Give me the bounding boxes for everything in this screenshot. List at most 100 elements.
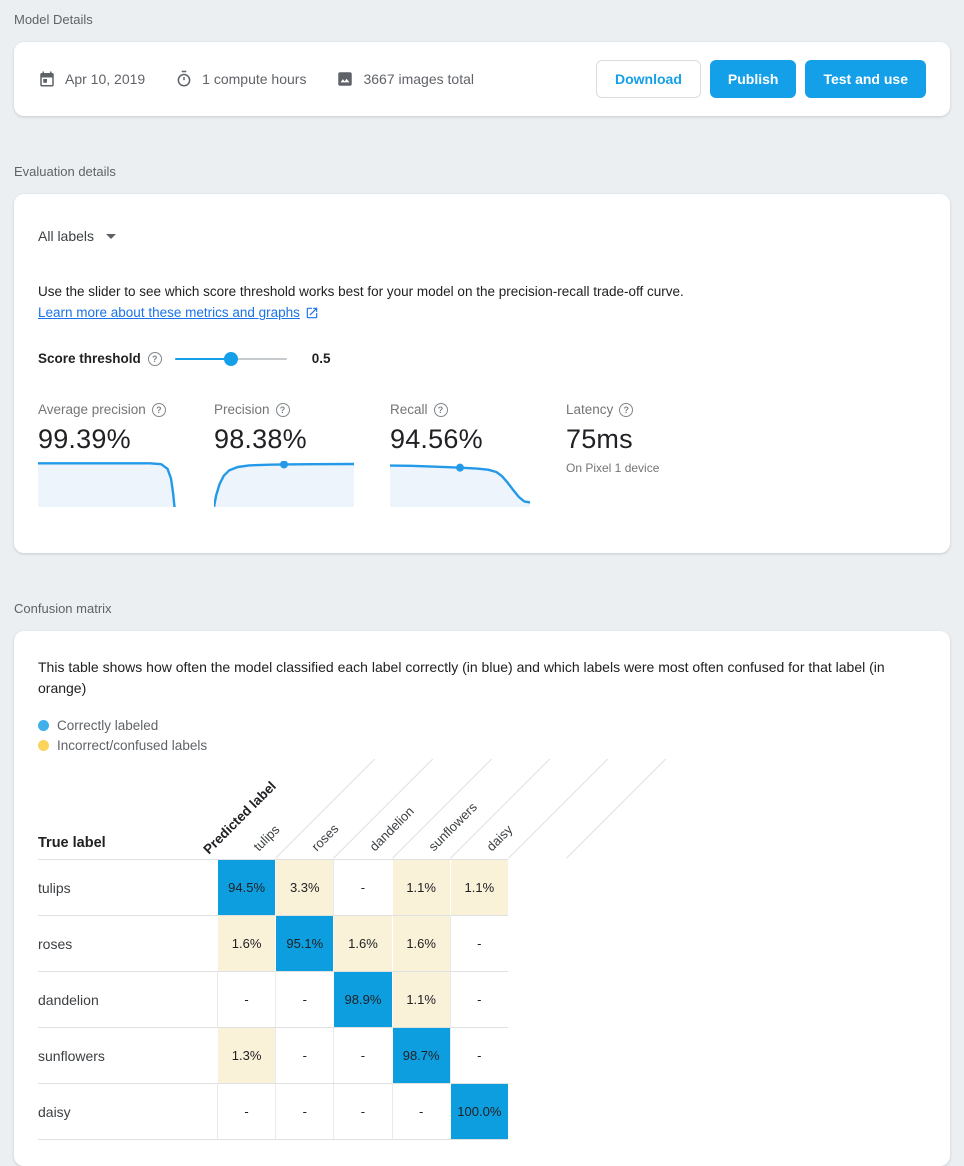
model-details-card: Apr 10, 2019 1 compute hours 3667 images…	[14, 42, 950, 116]
matrix-cell: -	[333, 1028, 391, 1083]
confusion-matrix-title: Confusion matrix	[14, 601, 112, 616]
score-threshold-help-icon[interactable]: ?	[147, 351, 162, 366]
precision-sparkline	[214, 461, 354, 507]
images-total: 3667 images total	[363, 71, 474, 87]
matrix-cell: 1.6%	[217, 916, 276, 971]
created-date-item: Apr 10, 2019	[38, 70, 145, 88]
matrix-cell: 1.6%	[391, 916, 450, 971]
matrix-cell: 94.5%	[217, 860, 276, 915]
average-precision-help-icon[interactable]: ?	[151, 402, 166, 417]
evaluation-card: All labels Use the slider to see which s…	[14, 194, 950, 553]
table-row: tulips 94.5% 3.3% -1.1% 1.1%	[38, 860, 508, 916]
recall-label: Recall	[390, 402, 428, 417]
recall-value: 94.56%	[390, 424, 483, 454]
matrix-cell: -	[275, 1028, 333, 1083]
slider-hint-text: Use the slider to see which score thresh…	[38, 284, 684, 299]
average-precision-label: Average precision	[38, 402, 146, 417]
latency-label: Latency	[566, 402, 614, 417]
average-precision-sparkline	[38, 462, 178, 507]
score-threshold-value: 0.5	[311, 351, 331, 366]
publish-button[interactable]: Publish	[709, 60, 797, 98]
precision-label: Precision	[214, 402, 270, 417]
confusion-matrix-table: tulips 94.5% 3.3% -1.1% 1.1% roses 1.6% 95.1% 1.…	[38, 859, 508, 1140]
confusion-matrix-header: True label Predicted label tulips roses dan…	[38, 759, 926, 859]
created-date: Apr 10, 2019	[65, 71, 146, 87]
metrics-row: Average precision ? 99.39% Precision ? 9…	[38, 402, 926, 507]
matrix-cell: 98.9%	[333, 972, 392, 1027]
latency-note: On Pixel 1 device	[566, 461, 660, 475]
score-threshold-row: Score threshold ? 0.5	[38, 351, 926, 366]
legend-confused-label: Incorrect/confused labels	[57, 737, 208, 753]
metric-average-precision: Average precision ? 99.39%	[38, 402, 214, 507]
true-label-row-header: daisy	[38, 1103, 71, 1120]
matrix-cell: -	[449, 916, 508, 971]
confusion-legend: Correctly labeled Incorrect/confused lab…	[38, 715, 926, 755]
matrix-cell: 1.3%	[217, 1028, 276, 1083]
table-row: roses 1.6% 95.1% 1.6% 1.6% -	[38, 916, 508, 972]
matrix-cell: -	[391, 1084, 450, 1139]
matrix-cell: -	[275, 1084, 333, 1139]
score-threshold-label: Score threshold	[38, 351, 141, 366]
matrix-cell: -	[449, 1028, 508, 1083]
threshold-marker-dot	[280, 461, 288, 469]
threshold-marker-dot	[456, 463, 464, 472]
metric-precision: Precision ? 98.38%	[214, 402, 390, 507]
images-total-item: 3667 images total	[336, 70, 474, 88]
external-link-icon	[305, 306, 319, 320]
true-label-row-header: tulips	[38, 879, 71, 896]
labels-filter-dropdown[interactable]: All labels	[38, 228, 926, 244]
true-label-header: True label	[38, 835, 106, 851]
test-and-use-button[interactable]: Test and use	[805, 60, 926, 98]
latency-help-icon[interactable]: ?	[619, 402, 634, 417]
slider-fill	[174, 357, 231, 360]
matrix-cell: 1.1%	[391, 860, 450, 915]
precision-help-icon[interactable]: ?	[275, 402, 290, 417]
matrix-cell: 1.1%	[449, 860, 508, 915]
slider-thumb[interactable]	[223, 351, 238, 366]
legend-confused-dot-icon	[38, 739, 49, 751]
table-row: sunflowers 1.3% - -98.7% -	[38, 1028, 508, 1084]
table-row: daisy - - - -100.0%	[38, 1084, 508, 1140]
matrix-cell: -	[449, 972, 508, 1027]
true-label-row-header: sunflowers	[38, 1047, 105, 1064]
matrix-cell: 3.3%	[275, 860, 334, 915]
recall-help-icon[interactable]: ?	[433, 402, 448, 417]
chevron-down-icon	[106, 233, 117, 239]
legend-correct: Correctly labeled	[38, 715, 926, 735]
matrix-cell: -	[333, 860, 391, 915]
evaluation-details-title: Evaluation details	[14, 164, 116, 179]
true-label-row-header: roses	[38, 935, 73, 952]
matrix-cell: -	[217, 972, 275, 1027]
score-threshold-slider[interactable]	[174, 351, 287, 366]
matrix-cell: -	[217, 1084, 275, 1139]
labels-filter-value: All labels	[38, 228, 95, 244]
diagonal-divider-line	[508, 759, 615, 859]
diagonal-divider-line	[566, 759, 673, 859]
calendar-icon	[38, 70, 56, 88]
timer-icon	[175, 70, 193, 88]
true-label-row-header: dandelion	[38, 991, 99, 1008]
legend-correct-label: Correctly labeled	[57, 717, 159, 733]
matrix-cell: 100.0%	[449, 1084, 508, 1139]
matrix-cell: 98.7%	[391, 1028, 450, 1083]
matrix-cell: -	[333, 1084, 391, 1139]
latency-value: 75ms	[566, 424, 633, 454]
matrix-cell: 95.1%	[275, 916, 334, 971]
compute-hours: 1 compute hours	[202, 71, 307, 87]
confusion-matrix-card: This table shows how often the model cla…	[14, 631, 950, 1166]
predicted-column-label: dandelion	[366, 803, 418, 854]
model-details-title: Model Details	[14, 12, 93, 27]
average-precision-value: 99.39%	[38, 424, 131, 454]
model-actions: Download Publish Test and use	[596, 60, 926, 98]
learn-more-label: Learn more about these metrics and graph…	[38, 305, 300, 320]
matrix-cell: 1.6%	[333, 916, 392, 971]
confusion-matrix-description: This table shows how often the model cla…	[38, 659, 885, 696]
learn-more-link[interactable]: Learn more about these metrics and graph…	[38, 302, 319, 323]
image-icon	[336, 70, 354, 88]
table-row: dandelion - -98.9% 1.1% -	[38, 972, 508, 1028]
precision-value: 98.38%	[214, 424, 307, 454]
predicted-column-label: tulips	[250, 821, 283, 854]
download-button[interactable]: Download	[596, 60, 701, 98]
matrix-cell: 1.1%	[391, 972, 450, 1027]
